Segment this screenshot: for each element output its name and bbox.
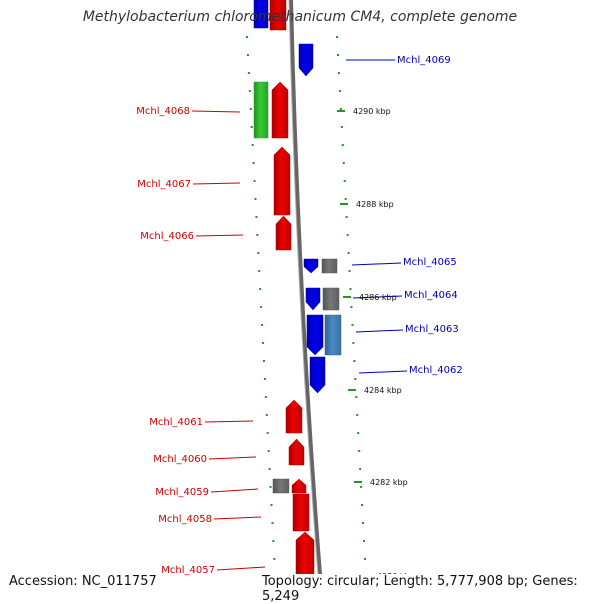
label-leader-line xyxy=(208,456,257,460)
feature-mchl-4065[interactable] xyxy=(303,258,319,274)
feature-green-4068[interactable] xyxy=(253,81,269,139)
chart-title: Methylobacterium chloromethanicum CM4, c… xyxy=(82,9,518,25)
tick-label: 4288 kbp xyxy=(356,200,394,209)
label-leader-line xyxy=(351,262,402,266)
label-leader-line xyxy=(213,516,262,520)
label-leader-line xyxy=(191,110,241,113)
feature-gray-4065[interactable] xyxy=(321,258,338,274)
label-leader-line xyxy=(195,234,244,237)
feature-top-partial[interactable] xyxy=(269,0,287,31)
coordinate-ticks: 4290 kbp 4288 kbp 4286 kbp 4284 kbp 4282 kbp… xyxy=(337,107,415,581)
gene-label-mchl-4069[interactable]: Mchl_4069 xyxy=(397,55,451,66)
gene-label-mchl-4057[interactable]: Mchl_4057 xyxy=(161,565,215,576)
gene-label-mchl-4063[interactable]: Mchl_4063 xyxy=(405,324,459,335)
genome-backbone xyxy=(289,0,324,600)
gene-label-mchl-4058[interactable]: Mchl_4058 xyxy=(158,514,212,525)
feature-mchl-4060[interactable] xyxy=(288,438,305,466)
gene-labels: Mchl_4069 Mchl_4068 Mchl_4067 Mchl_4066 Mchl… xyxy=(136,55,462,576)
label-leader-line xyxy=(216,566,266,571)
feature-mchl-4063[interactable] xyxy=(306,314,324,356)
accession-text: Accession: NC_011757 xyxy=(9,574,157,589)
feature-mchl-4061[interactable] xyxy=(285,399,303,434)
gene-label-mchl-4060[interactable]: Mchl_4060 xyxy=(153,454,207,465)
feature-mchl-4066[interactable] xyxy=(275,215,292,251)
tick-mark xyxy=(340,203,348,205)
feature-mchl-4068[interactable] xyxy=(271,81,289,139)
genome-summary-text: Topology: circular; Length: 5,777,908 bp… xyxy=(262,574,600,604)
label-leader-line xyxy=(210,488,259,493)
feature-mchl-4058[interactable] xyxy=(292,493,310,532)
feature-mchl-4062[interactable] xyxy=(309,356,326,394)
tick-mark xyxy=(337,110,345,112)
tick-label: 4286 kbp xyxy=(359,293,397,302)
feature-top-partial[interactable] xyxy=(253,0,269,29)
tick-label: 4282 kbp xyxy=(370,478,408,487)
feature-mchl-4064[interactable] xyxy=(305,287,321,311)
tick-mark xyxy=(343,296,351,298)
feature-gray-4059[interactable] xyxy=(272,478,290,494)
gene-label-mchl-4066[interactable]: Mchl_4066 xyxy=(140,231,194,242)
tick-mark xyxy=(354,481,362,483)
feature-mchl-4069[interactable] xyxy=(298,43,314,77)
label-leader-line xyxy=(352,295,403,299)
gene-label-mchl-4067[interactable]: Mchl_4067 xyxy=(137,179,191,190)
gene-label-mchl-4059[interactable]: Mchl_4059 xyxy=(155,487,209,498)
gene-label-mchl-4062[interactable]: Mchl_4062 xyxy=(409,365,463,376)
tick-label: 4290 kbp xyxy=(353,107,391,116)
label-leader-line xyxy=(192,182,241,185)
gene-label-mchl-4064[interactable]: Mchl_4064 xyxy=(404,290,458,301)
gene-label-mchl-4065[interactable]: Mchl_4065 xyxy=(403,257,457,268)
gene-features xyxy=(253,0,342,600)
feature-mchl-4067[interactable] xyxy=(273,146,291,216)
gene-label-mchl-4068[interactable]: Mchl_4068 xyxy=(136,106,190,117)
label-leader-line xyxy=(355,329,404,333)
gene-label-mchl-4061[interactable]: Mchl_4061 xyxy=(149,417,203,428)
feature-mchl-4059[interactable] xyxy=(291,478,307,494)
feature-steel-4063[interactable] xyxy=(324,314,342,356)
label-leader-line xyxy=(204,420,254,423)
feature-gray-4064[interactable] xyxy=(322,287,340,311)
tick-mark xyxy=(348,389,356,391)
tick-label: 4284 kbp xyxy=(364,386,402,395)
label-leader-line xyxy=(358,370,408,374)
